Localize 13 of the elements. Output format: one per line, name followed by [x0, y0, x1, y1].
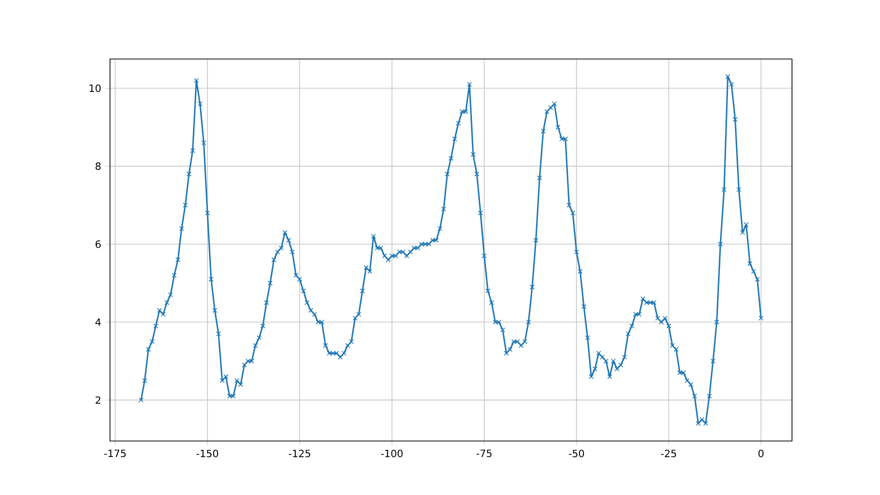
x-tick-label: -125: [288, 450, 310, 458]
y-tick-label: 10: [90, 84, 101, 92]
x-tick-label: -150: [196, 450, 218, 458]
x-tick-label: -25: [661, 450, 676, 458]
x-tick-label: -100: [381, 450, 403, 458]
x-tick-label: -50: [568, 450, 584, 458]
y-tick-label: 2: [96, 396, 100, 404]
y-tick-label: 4: [95, 318, 101, 326]
x-tick-label: -75: [476, 450, 492, 458]
y-tick-label: 8: [96, 162, 101, 170]
x-tick-label: -175: [104, 450, 126, 458]
y-tick-label: 6: [96, 240, 101, 248]
x-tick-label: 0: [758, 450, 764, 458]
